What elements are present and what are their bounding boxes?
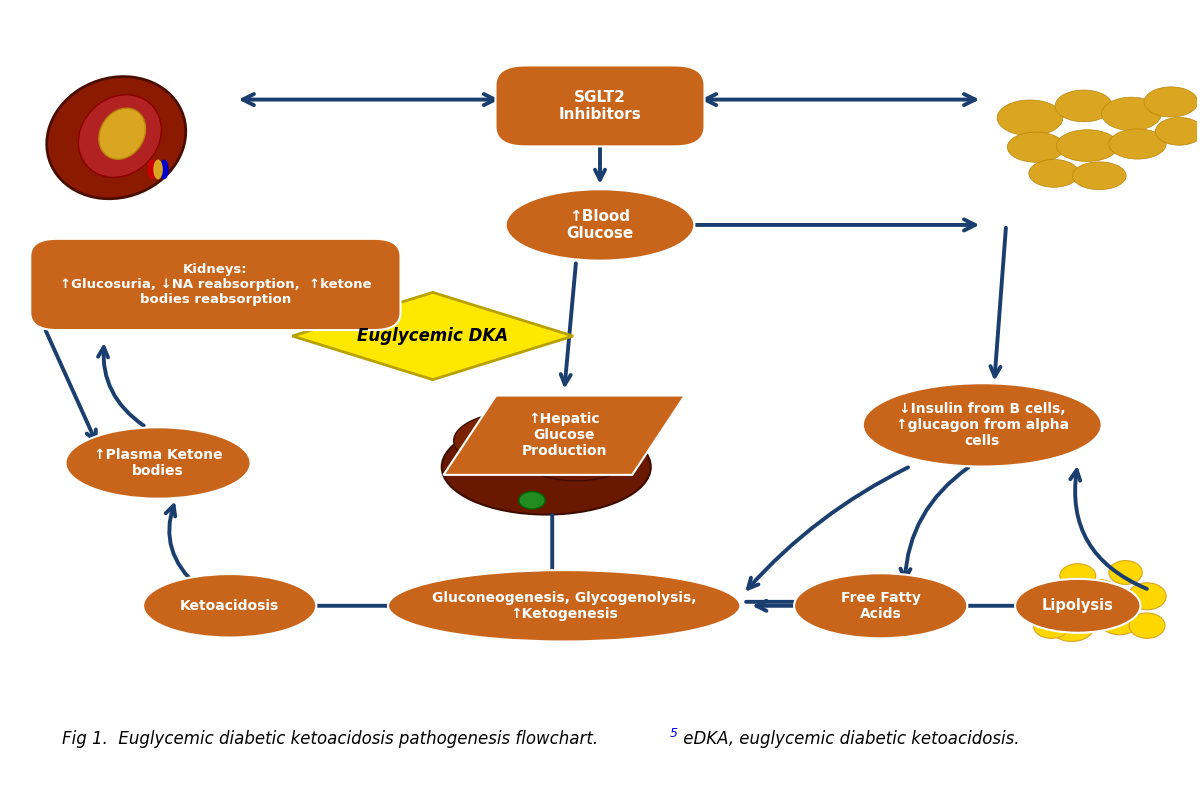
Ellipse shape xyxy=(47,77,186,199)
FancyArrowPatch shape xyxy=(990,228,1006,376)
FancyArrowPatch shape xyxy=(46,331,96,440)
Ellipse shape xyxy=(997,100,1063,136)
Ellipse shape xyxy=(160,160,169,179)
Text: Fig 1.  Euglycemic diabetic ketoacidosis pathogenesis flowchart.: Fig 1. Euglycemic diabetic ketoacidosis … xyxy=(62,730,599,748)
FancyArrowPatch shape xyxy=(166,506,198,586)
Ellipse shape xyxy=(1073,162,1126,189)
Ellipse shape xyxy=(505,189,695,260)
FancyArrowPatch shape xyxy=(242,94,494,105)
Text: ↓Insulin from B cells,
↑glucagon from alpha
cells: ↓Insulin from B cells, ↑glucagon from al… xyxy=(895,402,1069,448)
FancyBboxPatch shape xyxy=(529,406,544,437)
Ellipse shape xyxy=(1102,97,1162,130)
FancyArrowPatch shape xyxy=(900,467,968,578)
Ellipse shape xyxy=(1055,90,1112,121)
Ellipse shape xyxy=(442,419,650,515)
Ellipse shape xyxy=(794,573,967,638)
FancyArrowPatch shape xyxy=(748,467,908,589)
FancyArrowPatch shape xyxy=(302,601,403,610)
Ellipse shape xyxy=(1060,564,1096,587)
Ellipse shape xyxy=(66,427,251,499)
Ellipse shape xyxy=(1099,606,1140,634)
Text: SGLT2
Inhibitors: SGLT2 Inhibitors xyxy=(559,89,641,122)
FancyArrowPatch shape xyxy=(98,347,144,426)
FancyArrowPatch shape xyxy=(756,601,860,610)
Ellipse shape xyxy=(454,411,592,471)
Ellipse shape xyxy=(1007,132,1064,162)
Text: ↑Hepatic
Glucose
Production: ↑Hepatic Glucose Production xyxy=(522,412,607,459)
FancyBboxPatch shape xyxy=(30,239,401,330)
FancyArrowPatch shape xyxy=(1070,470,1147,589)
FancyArrowPatch shape xyxy=(560,264,576,384)
Text: Gluconeogenesis, Glycogenolysis,
↑Ketogenesis: Gluconeogenesis, Glycogenolysis, ↑Ketoge… xyxy=(432,590,696,621)
Text: eDKA, euglycemic diabetic ketoacidosis.: eDKA, euglycemic diabetic ketoacidosis. xyxy=(678,730,1019,748)
Ellipse shape xyxy=(1156,117,1200,145)
Text: Euglycemic DKA: Euglycemic DKA xyxy=(358,327,509,345)
Text: Kidneys:
↑Glucosuria, ↓NA reabsorption,  ↑ketone
bodies reabsorption: Kidneys: ↑Glucosuria, ↓NA reabsorption, … xyxy=(60,263,371,306)
FancyArrowPatch shape xyxy=(706,94,976,105)
FancyArrowPatch shape xyxy=(954,601,1015,610)
Ellipse shape xyxy=(1109,561,1142,584)
Ellipse shape xyxy=(1049,610,1094,642)
Ellipse shape xyxy=(1128,582,1166,610)
FancyBboxPatch shape xyxy=(541,406,556,437)
Text: Ketoacidosis: Ketoacidosis xyxy=(180,598,280,613)
Ellipse shape xyxy=(520,429,632,481)
Text: Lipolysis: Lipolysis xyxy=(1042,598,1114,614)
Ellipse shape xyxy=(1033,614,1069,638)
FancyArrowPatch shape xyxy=(746,597,810,606)
Ellipse shape xyxy=(78,95,161,177)
Text: ↑Blood
Glucose: ↑Blood Glucose xyxy=(566,209,634,241)
Ellipse shape xyxy=(1030,586,1066,612)
Text: 5: 5 xyxy=(670,727,677,740)
FancyArrowPatch shape xyxy=(696,220,976,230)
FancyArrowPatch shape xyxy=(595,139,605,180)
Ellipse shape xyxy=(98,108,145,159)
Ellipse shape xyxy=(148,160,157,179)
Polygon shape xyxy=(444,396,685,475)
Ellipse shape xyxy=(1144,87,1198,117)
Ellipse shape xyxy=(1129,613,1165,638)
Ellipse shape xyxy=(1015,578,1140,633)
Text: Free Fatty
Acids: Free Fatty Acids xyxy=(841,590,920,621)
Ellipse shape xyxy=(863,384,1102,467)
Ellipse shape xyxy=(1109,129,1166,159)
Ellipse shape xyxy=(1079,579,1120,608)
Ellipse shape xyxy=(154,160,163,179)
Polygon shape xyxy=(293,292,574,380)
Ellipse shape xyxy=(518,491,545,509)
FancyBboxPatch shape xyxy=(496,66,704,146)
FancyArrowPatch shape xyxy=(547,515,557,581)
Ellipse shape xyxy=(1028,160,1079,187)
FancyBboxPatch shape xyxy=(551,406,565,437)
Ellipse shape xyxy=(1056,129,1118,161)
Ellipse shape xyxy=(143,574,317,638)
Ellipse shape xyxy=(388,570,740,642)
Text: ↑Plasma Ketone
bodies: ↑Plasma Ketone bodies xyxy=(94,448,222,478)
